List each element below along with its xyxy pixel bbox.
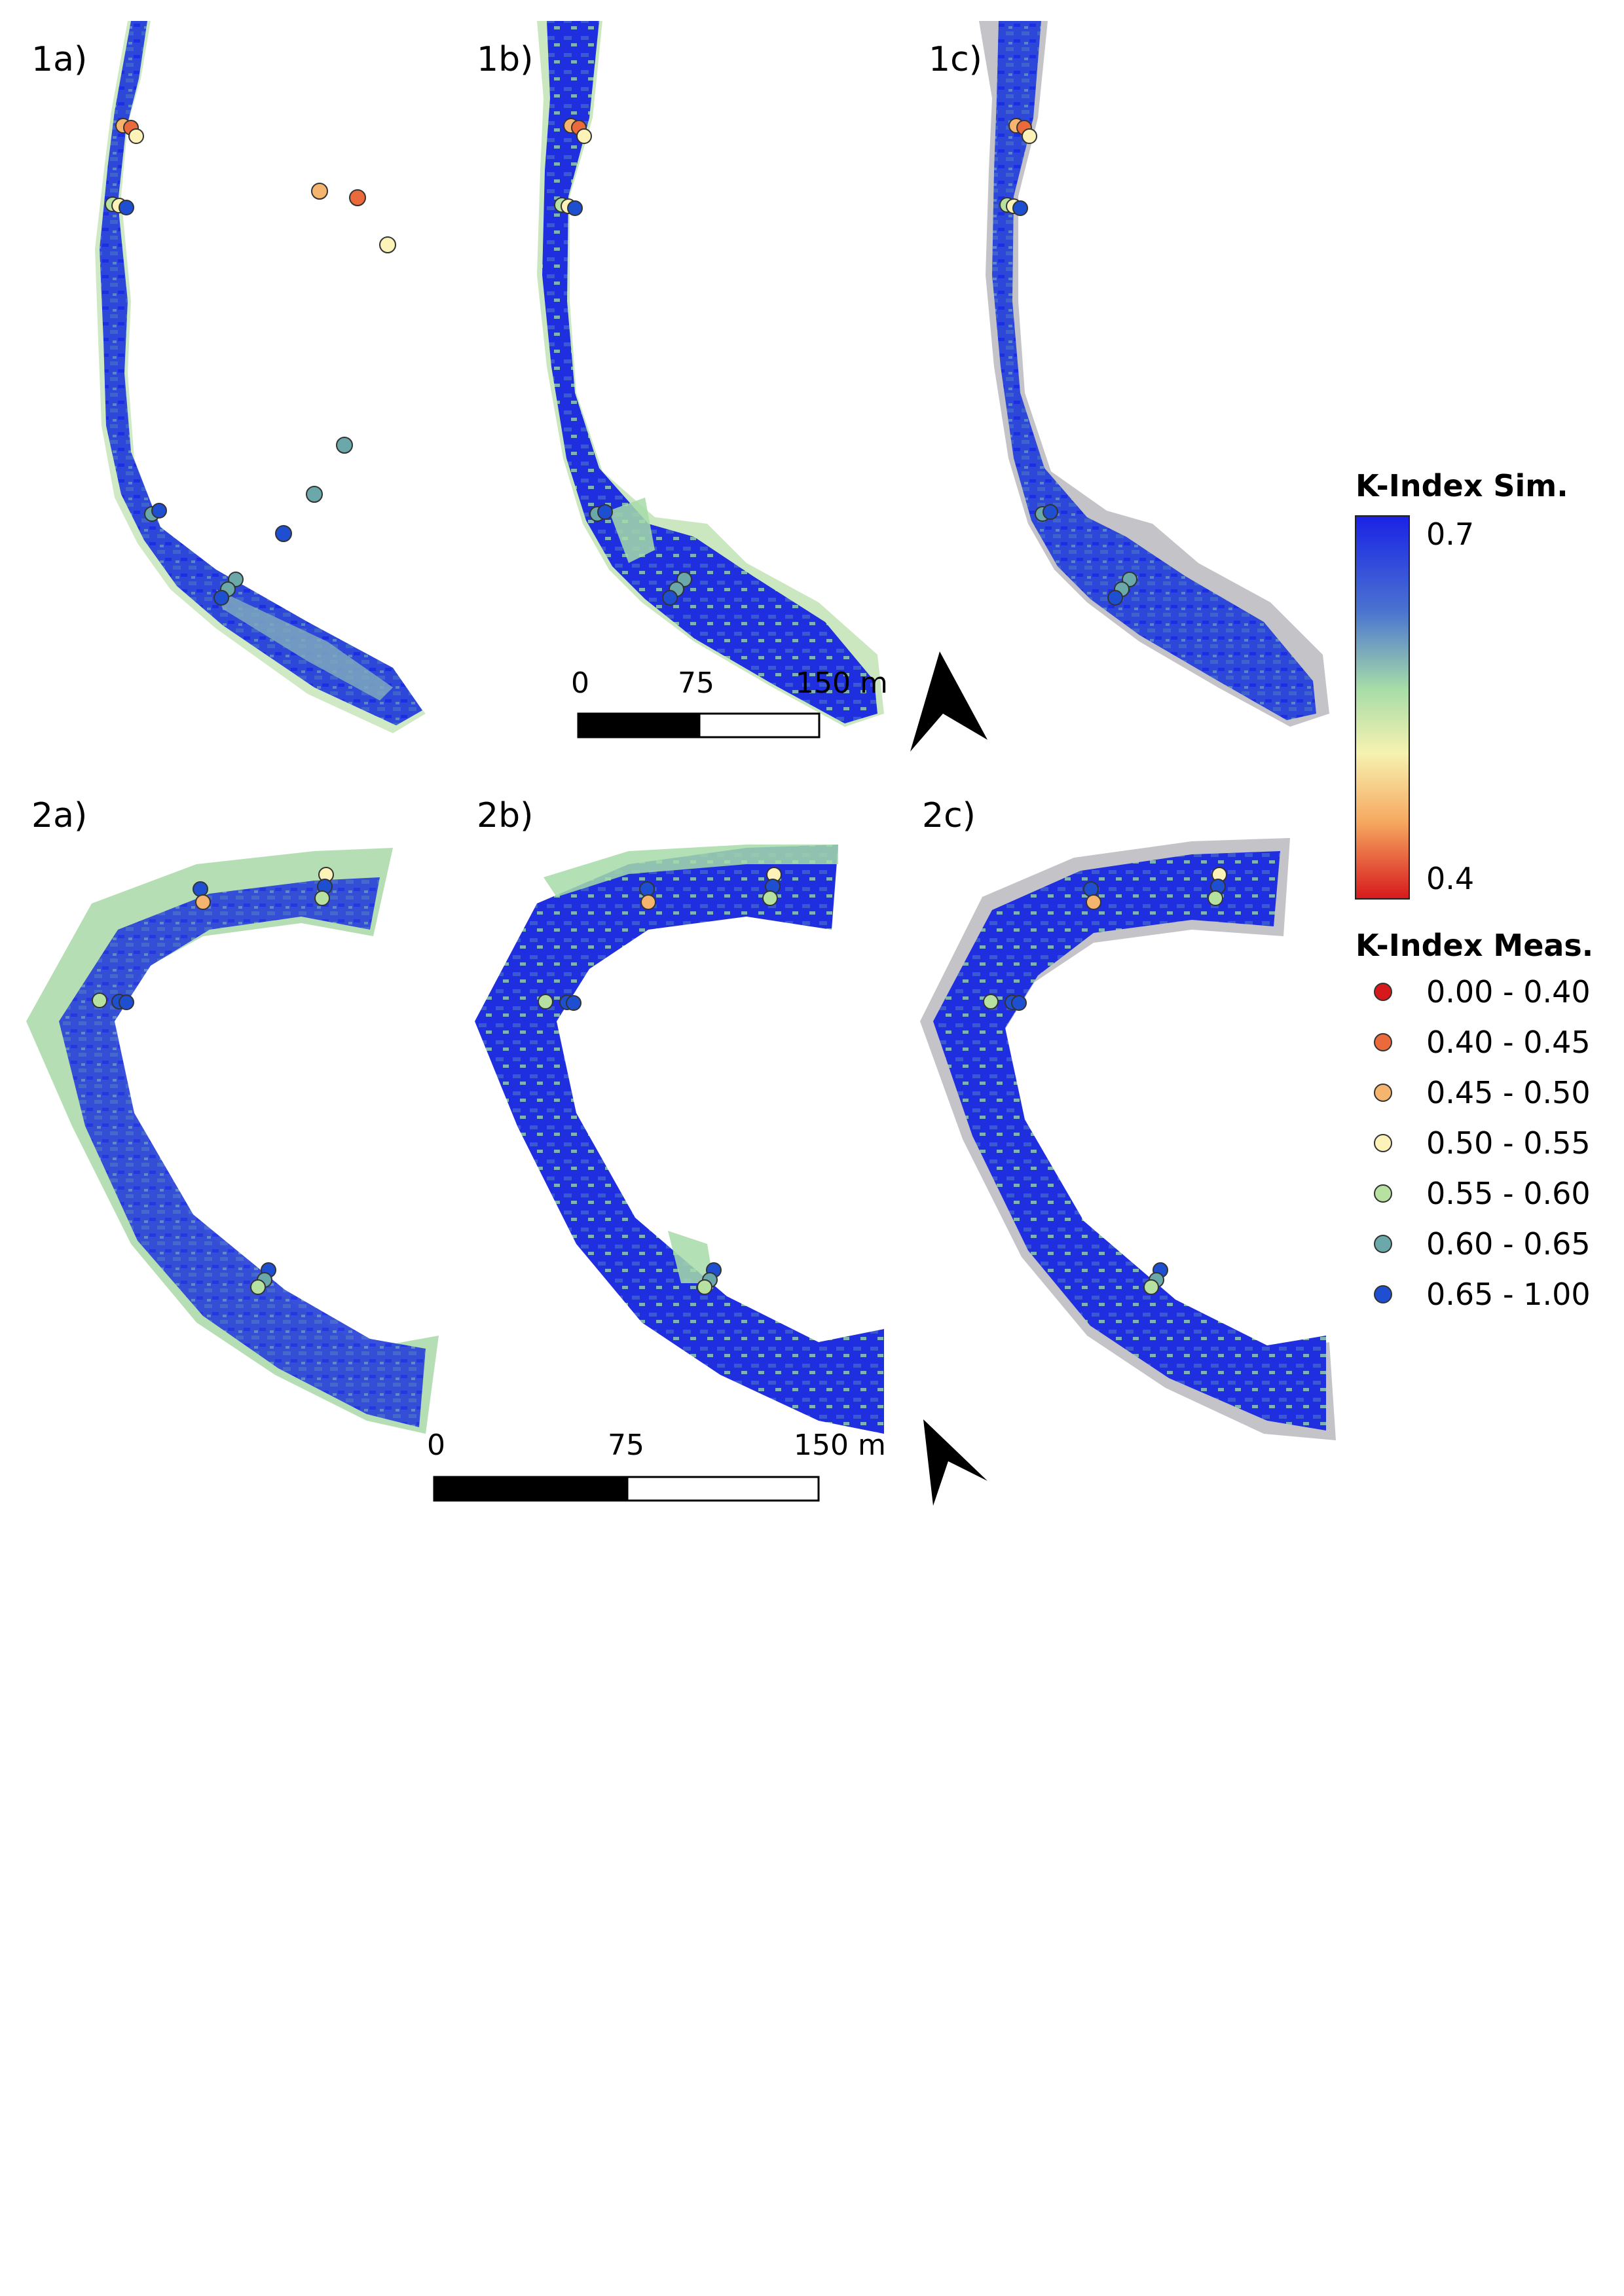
legend-class-swatch	[1374, 1285, 1392, 1303]
legend-class-swatch	[1374, 1084, 1392, 1102]
map-panel-1c: 1c)	[929, 21, 1329, 727]
scalebar-top-tick-150: 150 m	[796, 666, 888, 700]
meas-point	[597, 504, 613, 520]
panel-label-2a: 2a)	[31, 796, 87, 835]
meas-point	[538, 994, 553, 1010]
scalebar-bottom-frame	[433, 1476, 820, 1502]
meas-point	[151, 503, 167, 519]
meas-point	[1011, 995, 1027, 1011]
meas-point	[1208, 890, 1223, 906]
meas-point	[92, 993, 107, 1008]
legend-class-label: 0.40 - 0.45	[1426, 1025, 1591, 1060]
panel-label-2c: 2c)	[922, 796, 976, 835]
river-1c	[992, 21, 1316, 720]
meas-point	[576, 128, 592, 144]
meas-point	[311, 183, 328, 200]
river-1a	[100, 21, 422, 725]
north-arrow-icon	[910, 651, 987, 752]
scalebar-top-tick-0: 0	[571, 666, 589, 700]
panel-label-1b: 1b)	[477, 40, 533, 79]
legend-sim-min: 0.4	[1426, 861, 1474, 896]
legend-class-label: 0.55 - 0.60	[1426, 1176, 1591, 1211]
meas-point	[662, 590, 678, 606]
legend-class-swatch	[1374, 983, 1392, 1001]
meas-point	[119, 200, 134, 215]
meas-point	[213, 590, 229, 606]
north-arrow-icon	[923, 1419, 987, 1506]
meas-point	[639, 881, 655, 897]
meas-point	[275, 525, 292, 542]
meas-point	[349, 189, 366, 206]
legend-class-label: 0.50 - 0.55	[1426, 1125, 1591, 1161]
map-panel-2a: 2a)	[26, 796, 439, 1434]
panel-label-1c: 1c)	[929, 40, 982, 79]
map-panel-2b: 2b)	[475, 796, 884, 1434]
legend-class-label: 0.65 - 1.00	[1426, 1277, 1591, 1312]
river-2c	[933, 851, 1326, 1430]
meas-point	[983, 994, 999, 1010]
scalebar-bottom: 0 75 150 m	[427, 1429, 886, 1502]
map-panel-1b: 1b)	[477, 21, 884, 727]
meas-point	[567, 200, 583, 216]
meas-point	[1107, 590, 1123, 606]
meas-point	[1143, 1279, 1159, 1295]
map-panel-1a: 1a)	[31, 21, 426, 733]
river-1b-bar	[609, 498, 655, 563]
river-1a-shoal	[216, 589, 393, 701]
legend-class-label: 0.45 - 0.50	[1426, 1075, 1591, 1110]
scalebar-bottom-tick-0: 0	[427, 1429, 445, 1462]
meas-point	[640, 894, 656, 910]
river-2b-bank-upper	[544, 845, 838, 897]
scalebar-top-tick-75: 75	[678, 666, 714, 700]
scalebar-top-black	[578, 714, 699, 737]
scalebar-top-white	[698, 712, 821, 738]
meas-point	[379, 236, 396, 253]
river-2a	[59, 877, 426, 1427]
legend-class-swatch	[1374, 1134, 1392, 1152]
legend-class-label: 0.60 - 0.65	[1426, 1226, 1591, 1262]
meas-point	[336, 437, 353, 454]
legend-sim-max: 0.7	[1426, 517, 1474, 552]
scalebar-top-frame	[577, 712, 821, 738]
scalebar-bottom-white	[626, 1476, 820, 1502]
scalebar-top: 0 75 150 m	[571, 666, 888, 738]
map-panel-2c: 2c)	[920, 796, 1336, 1440]
legend-meas-title: K-Index Meas.	[1356, 928, 1593, 963]
meas-point	[195, 894, 211, 910]
panel-label-1a: 1a)	[31, 40, 87, 79]
legend-class-swatch	[1374, 1033, 1392, 1051]
legend-sim-colorbar	[1355, 515, 1410, 900]
meas-point	[566, 995, 581, 1011]
scalebar-bottom-black	[434, 1477, 627, 1501]
meas-point	[1083, 881, 1099, 897]
legend: K-Index Sim. 0.7 0.4 K-Index Meas. 0.00 …	[1355, 468, 1593, 1312]
legend-meas-classes: 0.00 - 0.40 0.40 - 0.45 0.45 - 0.50 0.50…	[1374, 974, 1591, 1312]
legend-class-swatch	[1374, 1184, 1392, 1203]
meas-point	[1022, 128, 1037, 144]
meas-point	[306, 486, 323, 503]
meas-point	[119, 994, 134, 1010]
legend-class-swatch	[1374, 1235, 1392, 1253]
meas-point	[1043, 504, 1058, 520]
meas-point	[1086, 894, 1101, 910]
measurement-points	[92, 118, 1227, 1295]
legend-sim-title: K-Index Sim.	[1356, 468, 1568, 503]
scalebar-bottom-tick-75: 75	[608, 1429, 644, 1462]
river-2b-bar	[668, 1231, 714, 1283]
scalebar-bottom-tick-150: 150 m	[794, 1429, 886, 1462]
meas-point	[1012, 200, 1028, 216]
legend-class-label: 0.00 - 0.40	[1426, 974, 1591, 1010]
meas-point	[697, 1279, 712, 1295]
meas-point	[314, 890, 330, 906]
panel-label-2b: 2b)	[477, 796, 533, 835]
meas-point	[128, 128, 144, 144]
meas-point	[762, 890, 778, 906]
river-2b	[475, 845, 884, 1434]
meas-point	[193, 881, 208, 897]
meas-point	[250, 1279, 266, 1295]
